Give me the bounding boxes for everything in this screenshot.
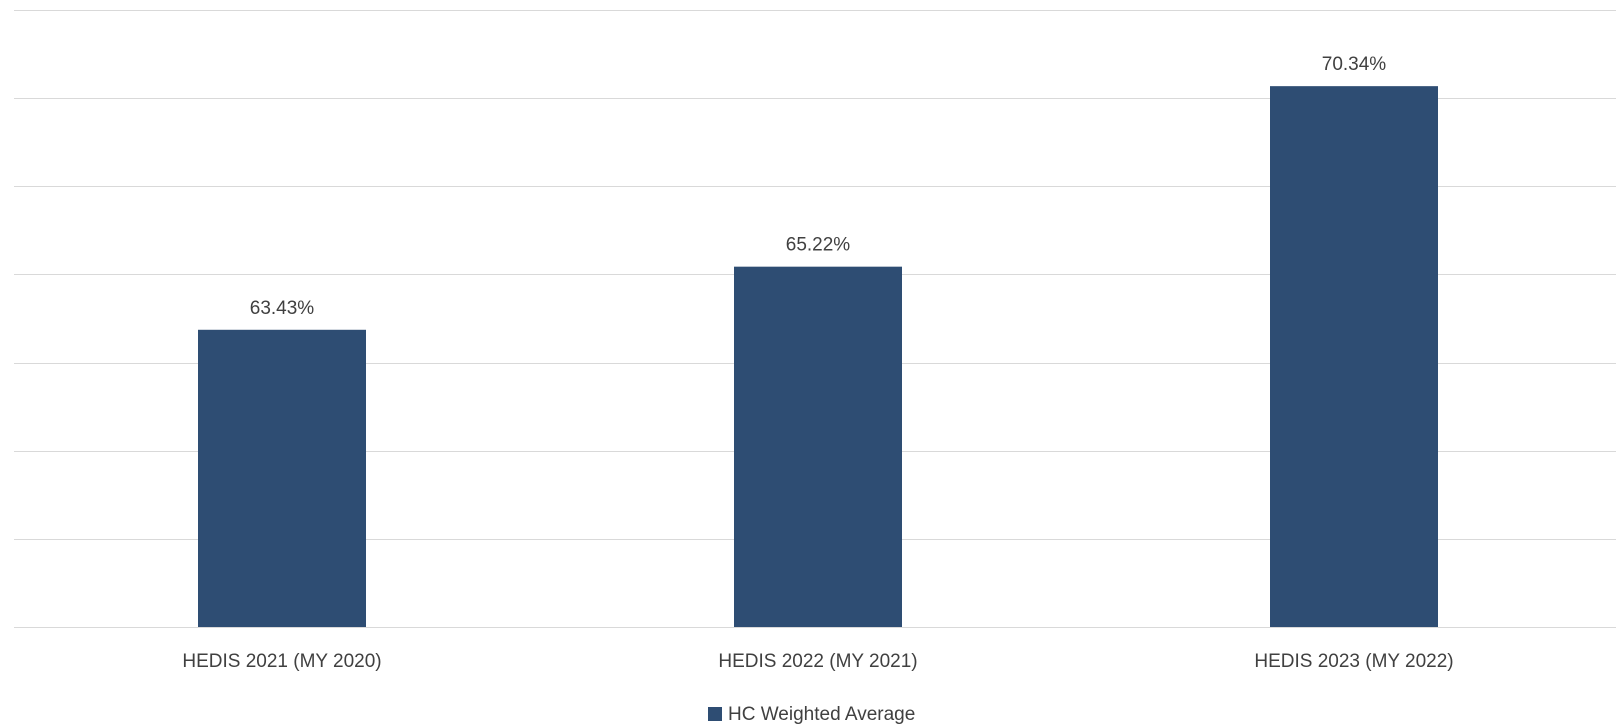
data-labels: 63.43% 65.22% 70.34% xyxy=(250,54,1387,319)
bar xyxy=(198,329,366,627)
x-tick-label: HEDIS 2021 (MY 2020) xyxy=(182,651,381,672)
x-tick-label: HEDIS 2022 (MY 2021) xyxy=(718,651,917,672)
legend: HC Weighted Average xyxy=(708,704,915,725)
bars xyxy=(198,86,1438,628)
bar-data-label: 65.22% xyxy=(786,235,851,256)
x-tick-label: HEDIS 2023 (MY 2022) xyxy=(1254,651,1453,672)
bar xyxy=(734,266,902,627)
bar xyxy=(1270,86,1438,628)
legend-label: HC Weighted Average xyxy=(728,704,915,725)
legend-swatch xyxy=(708,707,722,721)
bar-data-label: 70.34% xyxy=(1322,54,1387,75)
x-axis-tick-labels: HEDIS 2021 (MY 2020) HEDIS 2022 (MY 2021)… xyxy=(182,651,1453,672)
bar-data-label: 63.43% xyxy=(250,298,315,319)
